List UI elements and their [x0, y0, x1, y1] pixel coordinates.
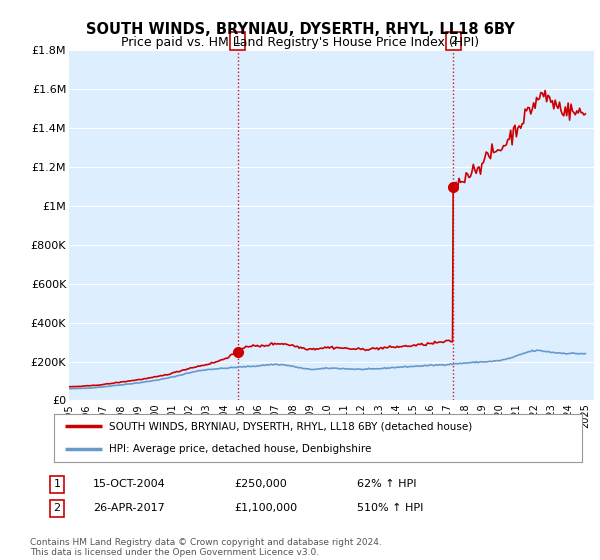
Text: Price paid vs. HM Land Registry's House Price Index (HPI): Price paid vs. HM Land Registry's House … — [121, 36, 479, 49]
Text: 26-APR-2017: 26-APR-2017 — [93, 503, 165, 514]
Text: £250,000: £250,000 — [234, 479, 287, 489]
Text: 2: 2 — [53, 503, 61, 514]
Text: Contains HM Land Registry data © Crown copyright and database right 2024.
This d: Contains HM Land Registry data © Crown c… — [30, 538, 382, 557]
Text: HPI: Average price, detached house, Denbighshire: HPI: Average price, detached house, Denb… — [109, 444, 372, 454]
Text: 1: 1 — [234, 36, 241, 46]
Text: 62% ↑ HPI: 62% ↑ HPI — [357, 479, 416, 489]
Text: 510% ↑ HPI: 510% ↑ HPI — [357, 503, 424, 514]
Text: 15-OCT-2004: 15-OCT-2004 — [93, 479, 166, 489]
Text: SOUTH WINDS, BRYNIAU, DYSERTH, RHYL, LL18 6BY: SOUTH WINDS, BRYNIAU, DYSERTH, RHYL, LL1… — [86, 22, 514, 38]
Text: SOUTH WINDS, BRYNIAU, DYSERTH, RHYL, LL18 6BY (detached house): SOUTH WINDS, BRYNIAU, DYSERTH, RHYL, LL1… — [109, 421, 473, 431]
Text: 1: 1 — [53, 479, 61, 489]
Text: 2: 2 — [449, 36, 457, 46]
Text: £1,100,000: £1,100,000 — [234, 503, 297, 514]
